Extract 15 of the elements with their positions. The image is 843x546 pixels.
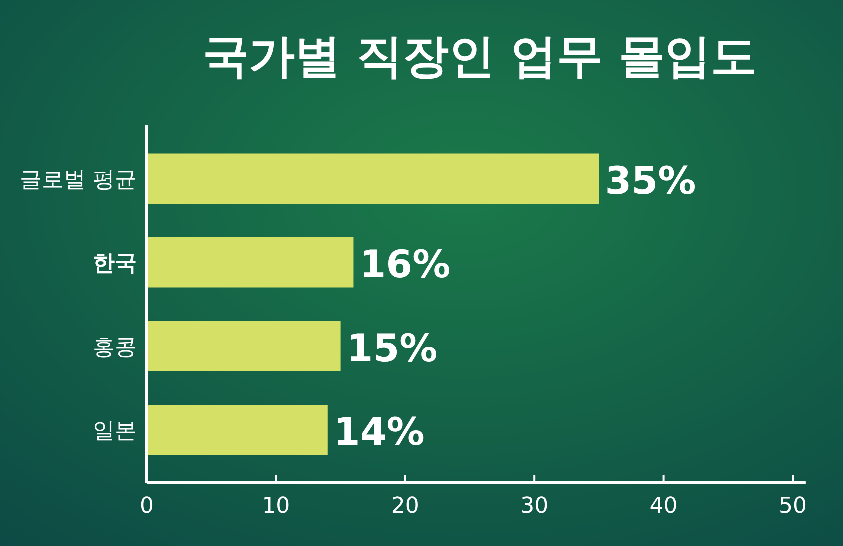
data-label: 35% bbox=[605, 158, 696, 203]
x-tick-label: 20 bbox=[391, 494, 420, 519]
y-tick-label: 한국 bbox=[93, 252, 137, 277]
x-tick-label: 0 bbox=[140, 494, 154, 519]
title: 국가별 직장인 업무 몰입도 bbox=[202, 29, 758, 83]
data-label: 14% bbox=[334, 410, 425, 454]
x-tick-label: 50 bbox=[779, 494, 807, 519]
x-tick-label: 10 bbox=[262, 494, 290, 519]
x-tick-label: 40 bbox=[650, 494, 678, 519]
y-tick-label: 일본 bbox=[93, 419, 137, 444]
data-label: 16% bbox=[360, 242, 451, 287]
x-tick-label: 30 bbox=[520, 494, 549, 519]
y-tick-label: 글로벌 평균 bbox=[20, 168, 137, 193]
data-label: 15% bbox=[346, 326, 438, 370]
y-tick-label: 홍콩 bbox=[93, 335, 137, 360]
